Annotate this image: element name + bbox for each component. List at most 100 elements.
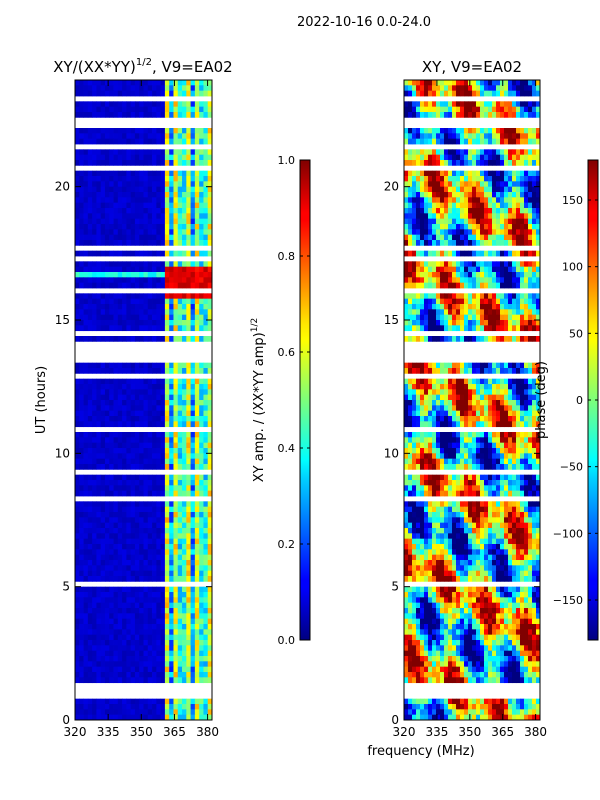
phase-heat-cell (536, 304, 541, 310)
phase-heat-cell (524, 416, 529, 422)
amp-heat-cell (160, 234, 166, 241)
phase-heat-cell (528, 384, 533, 390)
phase-heat-cell (504, 90, 509, 97)
phase-heat-cell (448, 416, 453, 422)
amp-heat-cell (164, 154, 170, 161)
amp-heat-cell (87, 293, 93, 300)
phase-heat-cell (516, 314, 521, 321)
amp-heat-cell (113, 458, 119, 465)
amp-heat-cell (169, 176, 174, 182)
amp-heat-cell (96, 698, 102, 705)
phase-heat-cell (500, 416, 505, 422)
amp-heat-cell (203, 261, 209, 268)
amp-heat-cell (186, 362, 191, 369)
amp-heat-cell (194, 485, 200, 492)
phase-heat-cell (488, 160, 493, 166)
amp-heat-cell (134, 608, 140, 614)
amp-heat-cell (160, 624, 166, 630)
phase-heat-cell (504, 378, 509, 385)
amp-heat-cell (160, 266, 166, 273)
phase-heat-cell (500, 138, 505, 145)
amp-heat-cell (109, 192, 114, 198)
amp-heat-cell (199, 362, 204, 369)
amp-heat-cell (134, 602, 140, 609)
amp-heat-cell (182, 576, 187, 582)
phase-heat-cell (520, 266, 525, 273)
amp-heat-cell (139, 677, 144, 684)
phase-heat-cell (488, 304, 493, 310)
phase-heat-cell (536, 234, 541, 241)
phase-heat-cell (472, 368, 477, 374)
amp-heat-cell (169, 640, 174, 646)
amp-heat-cell (104, 298, 110, 305)
amp-heat-cell (87, 464, 93, 470)
phase-heat-cell (420, 112, 425, 118)
amp-heat-cell (152, 528, 157, 534)
amp-heat-cell (75, 522, 80, 529)
phase-heat-cell (476, 170, 481, 177)
amp-heat-cell (156, 645, 162, 652)
phase-heat-cell (440, 314, 445, 321)
phase-heat-cell (428, 154, 433, 161)
amp-heat-cell (182, 512, 187, 518)
amp-heat-cell (169, 213, 174, 220)
amp-heat-cell (104, 704, 110, 710)
phase-heat-cell (488, 282, 493, 289)
amp-heat-cell (173, 640, 179, 646)
amp-heat-cell (79, 650, 84, 657)
amp-heat-cell (79, 410, 84, 417)
amp-heat-cell (122, 80, 127, 86)
amp-heat-cell (169, 202, 174, 209)
amp-heat-cell (104, 709, 110, 716)
phase-heat-cell (440, 149, 445, 156)
phase-heat-cell (488, 394, 493, 401)
amp-heat-cell (100, 517, 106, 524)
amp-heat-cell (96, 709, 102, 716)
amp-heat-cell (152, 432, 157, 438)
amp-heat-cell (207, 266, 213, 273)
amp-heat-cell (207, 80, 213, 86)
phase-heat-cell (536, 192, 541, 198)
amp-heat-cell (126, 192, 132, 198)
amp-heat-cell (143, 677, 149, 684)
amp-heat-cell (156, 421, 162, 428)
phase-heat-cell (516, 384, 521, 390)
amp-heat-cell (143, 362, 149, 369)
amp-heat-cell (203, 218, 209, 225)
phase-heat-cell (476, 181, 481, 188)
phase-heat-cell (436, 416, 441, 422)
amp-heat-cell (152, 560, 157, 566)
amp-heat-cell (190, 261, 196, 268)
amp-heat-cell (194, 304, 200, 310)
amp-heat-cell (160, 389, 166, 396)
amp-heat-cell (92, 101, 97, 108)
amp-heat-cell (173, 309, 179, 316)
phase-heat-cell (460, 336, 465, 342)
amp-heat-cell (122, 368, 127, 374)
phase-heat-cell (484, 266, 489, 273)
amp-heat-cell (207, 624, 213, 630)
amp-heat-cell (147, 480, 153, 486)
phase-heat-cell (484, 234, 489, 241)
amp-heat-cell (152, 677, 157, 684)
amp-heat-cell (122, 138, 127, 145)
phase-heat-cell (492, 362, 497, 369)
amp-heat-cell (143, 421, 149, 428)
amp-heat-cell (104, 506, 110, 513)
phase-heat-cell (428, 389, 433, 396)
amp-heat-cell (134, 154, 140, 161)
phase-heat-cell (440, 394, 445, 401)
amp-heat-cell (164, 453, 170, 460)
phase-heat-cell (480, 410, 485, 417)
amp-heat-cell (173, 437, 179, 444)
phase-heat-cell (512, 208, 517, 214)
phase-heat-cell (512, 218, 517, 225)
amp-heat-cell (83, 608, 89, 614)
amp-heat-cell (143, 437, 149, 444)
phase-heat-cell (404, 101, 409, 108)
phase-heat-cell (492, 266, 497, 273)
amp-heat-cell (156, 629, 162, 636)
phase-heat-cell (468, 101, 473, 108)
phase-heat-cell (476, 176, 481, 182)
amp-heat-cell (96, 448, 102, 454)
